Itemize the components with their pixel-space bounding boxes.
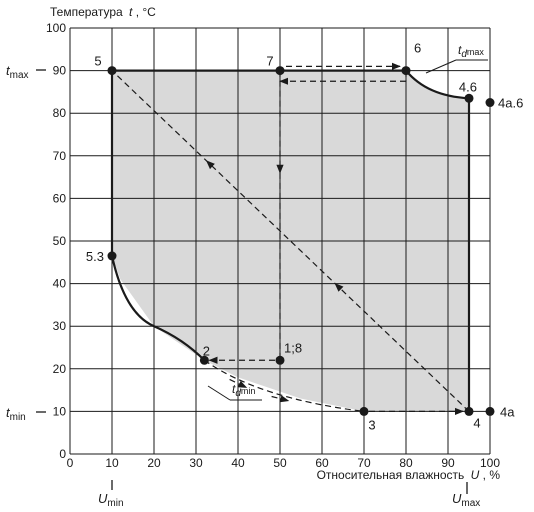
y-tick-5: 50 bbox=[53, 234, 67, 248]
point-p53 bbox=[107, 251, 117, 261]
y-tick-2: 20 bbox=[53, 362, 67, 376]
boundary-td-max-curve bbox=[405, 69, 470, 100]
u-min-marker: Umin bbox=[98, 480, 124, 509]
path-2-to-3-arrow bbox=[229, 378, 248, 389]
td-min-main: t bbox=[232, 382, 236, 396]
y-axis-title-unit: , °С bbox=[136, 5, 156, 19]
path-2-to-3 bbox=[204, 359, 365, 412]
point-p4a bbox=[485, 406, 495, 416]
t-min-main: t bbox=[6, 405, 11, 420]
x-tick-7: 70 bbox=[357, 456, 371, 470]
u-max-main: U bbox=[452, 491, 462, 506]
u-min-main: U bbox=[98, 491, 108, 506]
x-tick-2: 20 bbox=[147, 456, 161, 470]
path-4-to-5 bbox=[111, 70, 470, 412]
t-min-sub: min bbox=[10, 412, 26, 423]
y-tick-6: 60 bbox=[53, 191, 67, 205]
point-p3 bbox=[359, 406, 369, 416]
u-max-marker: Umax bbox=[452, 482, 480, 509]
x-tick-1: 10 bbox=[105, 456, 119, 470]
y-axis-title: Температура t , °С bbox=[50, 5, 156, 19]
x-tick-0: 0 bbox=[67, 456, 74, 470]
y-tick-0: 0 bbox=[59, 447, 66, 461]
x-tick-10: 100 bbox=[480, 456, 500, 470]
point-label-p2: 2 bbox=[203, 343, 210, 358]
path-2-to-3-arrow2 bbox=[271, 395, 290, 403]
point-label-p5: 5 bbox=[94, 54, 101, 69]
td-min-sub: d bbox=[235, 388, 241, 399]
point-label-p4: 4 bbox=[473, 415, 480, 430]
td-min-label: tdmin bbox=[207, 382, 262, 401]
x-axis-title-var: U bbox=[471, 468, 480, 482]
point-p18 bbox=[275, 355, 285, 365]
x-tick-8: 80 bbox=[399, 456, 413, 470]
y-tick-labels: 0 10 20 30 40 50 60 70 80 90 100 bbox=[46, 21, 66, 461]
svg-text:tdmin: tdmin bbox=[232, 382, 255, 399]
t-max-marker: tmax bbox=[6, 63, 46, 81]
x-tick-labels: 0 10 20 30 40 50 60 70 80 90 100 bbox=[67, 456, 501, 470]
y-tick-7: 70 bbox=[53, 149, 67, 163]
td-min-leader bbox=[207, 385, 231, 401]
y-tick-9: 90 bbox=[53, 64, 67, 78]
y-axis-title-var: t bbox=[129, 5, 133, 19]
x-axis-title: Относительная влажность U , % bbox=[317, 468, 501, 482]
svg-text:tmin: tmin bbox=[6, 405, 26, 423]
point-label-p4a: 4a bbox=[500, 404, 515, 419]
point-p2 bbox=[199, 355, 209, 365]
point-p46 bbox=[464, 93, 474, 103]
point-label-p18: 1;8 bbox=[284, 340, 302, 355]
point-label-p7: 7 bbox=[266, 54, 273, 69]
path-4-to-5-arrow-1 bbox=[205, 160, 215, 170]
point-p6 bbox=[401, 66, 411, 76]
y-tick-4: 40 bbox=[53, 277, 67, 291]
svg-text:tdmax: tdmax bbox=[458, 43, 484, 60]
point-p7 bbox=[275, 66, 285, 76]
td-max-main: t bbox=[458, 43, 462, 57]
x-axis-title-unit: , % bbox=[483, 468, 501, 482]
td-max-leader bbox=[425, 59, 457, 74]
point-p4 bbox=[464, 406, 474, 416]
path-4-to-5-arrow-0 bbox=[334, 282, 344, 292]
svg-text:Umax: Umax bbox=[452, 491, 480, 509]
u-min-sub: min bbox=[107, 498, 123, 509]
point-label-p4a6: 4a.6 bbox=[498, 96, 523, 111]
x-tick-6: 60 bbox=[315, 456, 329, 470]
svg-text:tmax: tmax bbox=[6, 63, 29, 81]
svg-text:Umin: Umin bbox=[98, 491, 124, 509]
td-max-label: tdmax bbox=[425, 43, 488, 74]
y-axis-title-prefix: Температура bbox=[50, 5, 123, 19]
test-paths bbox=[111, 62, 470, 415]
y-tick-1: 10 bbox=[53, 404, 67, 418]
td-min-subsub: min bbox=[241, 386, 256, 396]
t-min-marker: tmin bbox=[6, 405, 46, 423]
x-axis-title-prefix: Относительная влажность bbox=[317, 468, 465, 482]
t-max-sub: max bbox=[10, 70, 29, 81]
boundary-td-min-curve bbox=[110, 255, 206, 362]
u-max-sub: max bbox=[461, 498, 480, 509]
y-tick-8: 80 bbox=[53, 106, 67, 120]
td-max-subsub: max bbox=[467, 47, 485, 57]
point-label-p53: 5.3 bbox=[86, 249, 104, 264]
t-max-main: t bbox=[6, 63, 11, 78]
y-tick-3: 30 bbox=[53, 319, 67, 333]
point-p5 bbox=[107, 66, 117, 76]
y-tick-10: 100 bbox=[46, 21, 66, 35]
point-label-p3: 3 bbox=[368, 417, 375, 432]
point-labels: 5 7 6 4.6 4a.6 5.3 2 1;8 3 4 4a bbox=[86, 41, 523, 433]
td-max-sub: d bbox=[461, 49, 467, 60]
x-tick-5: 50 bbox=[273, 456, 287, 470]
point-p4a6 bbox=[485, 98, 495, 108]
x-tick-3: 30 bbox=[189, 456, 203, 470]
x-tick-4: 40 bbox=[231, 456, 245, 470]
point-label-p6: 6 bbox=[414, 41, 421, 56]
region-boundary bbox=[110, 69, 471, 412]
test-points bbox=[107, 66, 495, 416]
point-label-p46: 4.6 bbox=[459, 79, 477, 94]
x-tick-9: 90 bbox=[441, 456, 455, 470]
